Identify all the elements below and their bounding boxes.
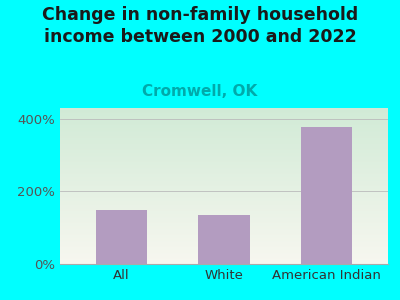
Bar <box>301 127 352 264</box>
Bar <box>96 210 147 264</box>
Text: Cromwell, OK: Cromwell, OK <box>142 84 258 99</box>
Text: Change in non-family household
income between 2000 and 2022: Change in non-family household income be… <box>42 6 358 46</box>
Bar <box>198 215 250 264</box>
